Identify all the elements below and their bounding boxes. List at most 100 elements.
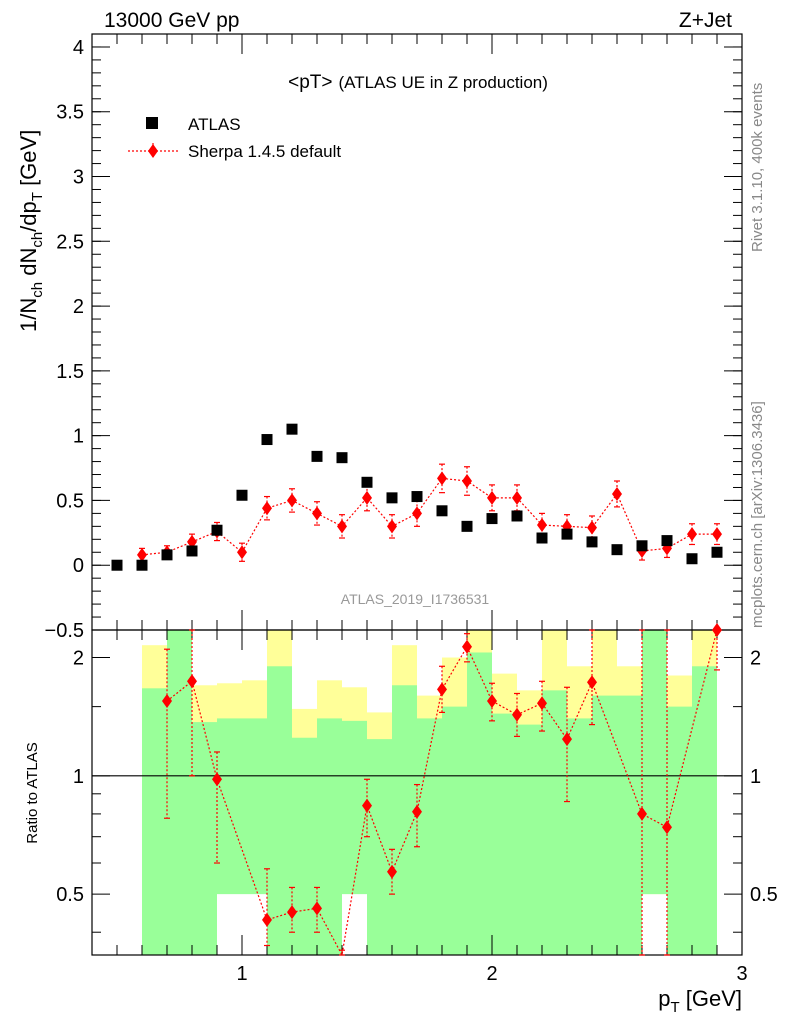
atlas-point	[386, 492, 398, 504]
mc-point	[487, 490, 497, 505]
ratio-mc-point	[437, 682, 447, 697]
mc-point	[687, 527, 697, 542]
atlas-point	[511, 510, 523, 522]
ratio-mc-point	[387, 864, 397, 879]
atlas-point	[436, 505, 448, 517]
atlas-point	[236, 489, 248, 501]
ratio-inner-band	[142, 688, 167, 955]
main-y-tick-label: 3.5	[56, 102, 84, 124]
atlas-point	[611, 544, 623, 556]
ratio-mc-point	[312, 901, 322, 916]
atlas-point	[111, 559, 123, 571]
atlas-point	[711, 546, 723, 558]
atlas-point	[536, 532, 548, 544]
ratio-mc-line	[166, 629, 718, 957]
main-y-tick-label: 2	[73, 296, 84, 318]
ratio-y-tick-label-right: 2	[750, 648, 761, 670]
legend-mc-label: Sherpa 1.4.5 default	[188, 142, 341, 161]
mc-point	[187, 534, 197, 549]
mc-point	[537, 518, 547, 533]
ratio-inner-band	[217, 718, 242, 895]
main-y-tick-label: −0.5	[45, 620, 84, 642]
ratio-inner-band	[167, 630, 192, 955]
atlas-point	[461, 520, 473, 532]
ratio-inner-band	[367, 739, 392, 955]
mc-point	[287, 493, 297, 508]
ratio-mc-point	[287, 905, 297, 920]
plot-title: <pT> (ATLAS UE in Z production)	[288, 72, 548, 93]
atlas-point	[661, 535, 673, 547]
mc-point	[512, 490, 522, 505]
main-y-axis-label: 1/Nch dNch/dpT [GeV]	[16, 130, 46, 332]
atlas-point	[211, 524, 223, 536]
x-tick-label: 3	[736, 963, 747, 985]
ratio-mc-point	[662, 820, 672, 835]
ratio-inner-band	[342, 720, 367, 895]
ratio-mc-point	[162, 694, 172, 709]
ratio-mc-point	[412, 804, 422, 819]
ratio-mc-point	[712, 623, 722, 637]
analysis-id: ATLAS_2019_I1736531	[341, 591, 490, 607]
ratio-mc-point	[187, 674, 197, 689]
ratio-inner-band	[517, 724, 542, 955]
header-left: 13000 GeV pp	[104, 9, 239, 32]
ratio-inner-band	[492, 713, 517, 955]
mc-point	[137, 547, 147, 562]
mc-point	[387, 519, 397, 534]
ratio-inner-band	[442, 706, 467, 955]
atlas-point	[186, 545, 198, 557]
ratio-inner-band	[317, 718, 342, 955]
atlas-point	[261, 434, 273, 446]
ratio-inner-band	[417, 718, 442, 955]
main-y-tick-label: 3	[73, 167, 84, 189]
ratio-inner-band	[617, 695, 642, 955]
ratio-inner-band	[642, 630, 667, 895]
ratio-inner-band	[542, 690, 567, 955]
atlas-point	[311, 450, 323, 462]
ratio-mc-point	[512, 707, 522, 722]
atlas-point	[361, 476, 373, 488]
ratio-y-tick-label-right: 0.5	[750, 884, 778, 906]
ratio-mc-point	[462, 639, 472, 654]
ratio-inner-band	[292, 737, 317, 955]
atlas-point	[136, 559, 148, 571]
main-y-tick-label: 2.5	[56, 231, 84, 253]
mc-point	[262, 501, 272, 516]
ratio-mc-point	[262, 912, 272, 927]
mc-series-line	[141, 477, 717, 556]
legend-mc-marker	[148, 144, 158, 158]
header-right: Z+Jet	[679, 9, 732, 32]
mc-point	[237, 545, 247, 560]
ratio-inner-band	[692, 666, 717, 955]
atlas-point	[561, 528, 573, 540]
atlas-point	[636, 540, 648, 552]
ratio-inner-band	[192, 722, 217, 955]
atlas-point	[486, 513, 498, 525]
mc-point	[587, 520, 597, 535]
ratio-inner-band	[267, 666, 292, 955]
ratio-mc-point	[637, 806, 647, 821]
mc-point	[362, 490, 372, 505]
main-y-tick-label: 1.5	[56, 361, 84, 383]
mc-point	[312, 506, 322, 521]
legend-data-marker	[146, 117, 158, 129]
rivet-label: Rivet 3.1.10, 400k events	[749, 83, 766, 252]
mc-point	[612, 486, 622, 501]
ratio-mc-point	[587, 675, 597, 690]
ratio-mc-point	[212, 772, 222, 787]
main-data-marks	[111, 423, 723, 571]
atlas-point	[161, 549, 173, 561]
atlas-point	[686, 553, 698, 565]
mc-point	[462, 474, 472, 488]
mcplots-label: mcplots.cern.ch [arXiv:1306.3436]	[749, 401, 766, 628]
plot-title-sub: (ATLAS UE in Z production)	[338, 73, 547, 92]
atlas-point	[411, 491, 423, 503]
mc-point	[412, 506, 422, 521]
ratio-inner-band	[667, 706, 692, 955]
mc-point	[337, 519, 347, 534]
x-tick-label: 2	[486, 963, 497, 985]
x-axis-label: pT [GeV]	[658, 986, 742, 1016]
ratio-inner-band	[392, 685, 417, 955]
ratio-inner-band	[592, 695, 617, 955]
